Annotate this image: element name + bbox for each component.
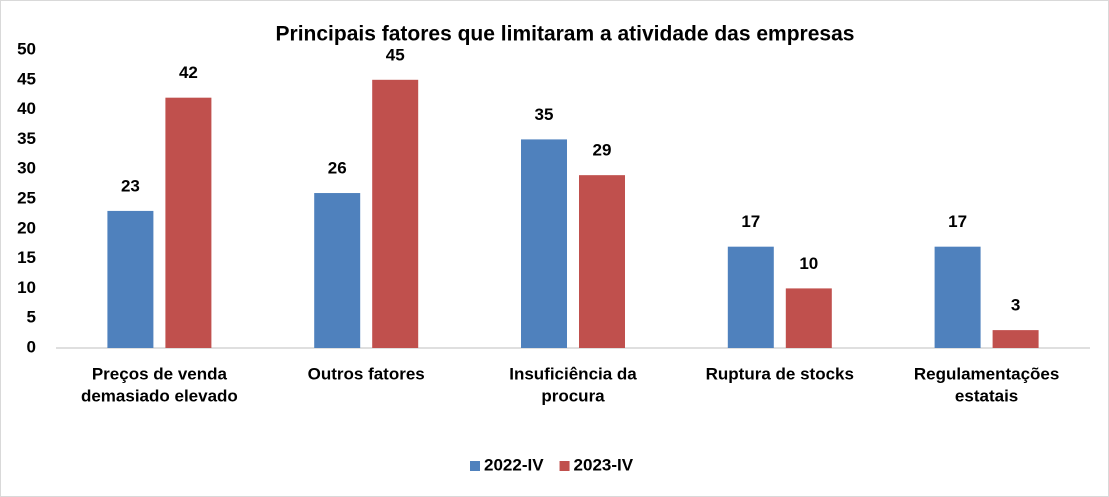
data-label: 35 bbox=[535, 105, 554, 124]
data-label: 42 bbox=[179, 63, 198, 82]
data-label: 10 bbox=[799, 254, 818, 273]
bar bbox=[165, 97, 212, 349]
x-tick-label: Regulamentações bbox=[914, 364, 1060, 383]
data-label: 17 bbox=[948, 212, 967, 231]
data-label: 29 bbox=[593, 141, 612, 160]
y-tick-label: 30 bbox=[17, 159, 36, 178]
x-tick-label: procura bbox=[541, 386, 605, 405]
y-tick-label: 45 bbox=[17, 69, 36, 88]
y-tick-label: 10 bbox=[17, 278, 36, 297]
bar bbox=[372, 79, 419, 349]
data-label: 26 bbox=[328, 159, 347, 178]
x-tick-label: Outros fatores bbox=[308, 364, 425, 383]
y-tick-label: 25 bbox=[17, 188, 36, 207]
chart-title: Principais fatores que limitaram a ativi… bbox=[276, 23, 855, 46]
y-tick-label: 35 bbox=[17, 129, 36, 148]
data-label: 23 bbox=[121, 176, 140, 195]
data-label: 3 bbox=[1011, 296, 1020, 315]
x-tick-label: demasiado elevado bbox=[81, 386, 238, 405]
data-label: 45 bbox=[386, 45, 405, 64]
legend-swatch bbox=[470, 461, 480, 471]
bar bbox=[727, 246, 774, 348]
y-tick-label: 15 bbox=[17, 248, 36, 267]
x-tick-label: Ruptura de stocks bbox=[706, 364, 854, 383]
bar bbox=[314, 193, 361, 348]
legend-swatch bbox=[559, 461, 570, 471]
x-tick-label: estatais bbox=[955, 386, 1018, 405]
bar bbox=[785, 288, 832, 348]
bar bbox=[934, 246, 981, 348]
bar bbox=[579, 175, 625, 348]
bar bbox=[992, 330, 1039, 348]
y-tick-label: 5 bbox=[27, 308, 36, 327]
y-tick-label: 20 bbox=[17, 218, 36, 237]
x-tick-label: Insuficiência da bbox=[509, 364, 637, 383]
y-tick-label: 40 bbox=[17, 99, 36, 118]
bar bbox=[521, 139, 567, 348]
x-tick-label: Preços de venda bbox=[92, 364, 228, 383]
legend-label: 2022-IV bbox=[484, 455, 544, 474]
y-tick-label: 50 bbox=[17, 39, 36, 58]
y-tick-label: 0 bbox=[27, 337, 36, 356]
legend-label: 2023-IV bbox=[574, 455, 634, 474]
data-label: 17 bbox=[741, 212, 760, 231]
bar bbox=[107, 210, 154, 348]
